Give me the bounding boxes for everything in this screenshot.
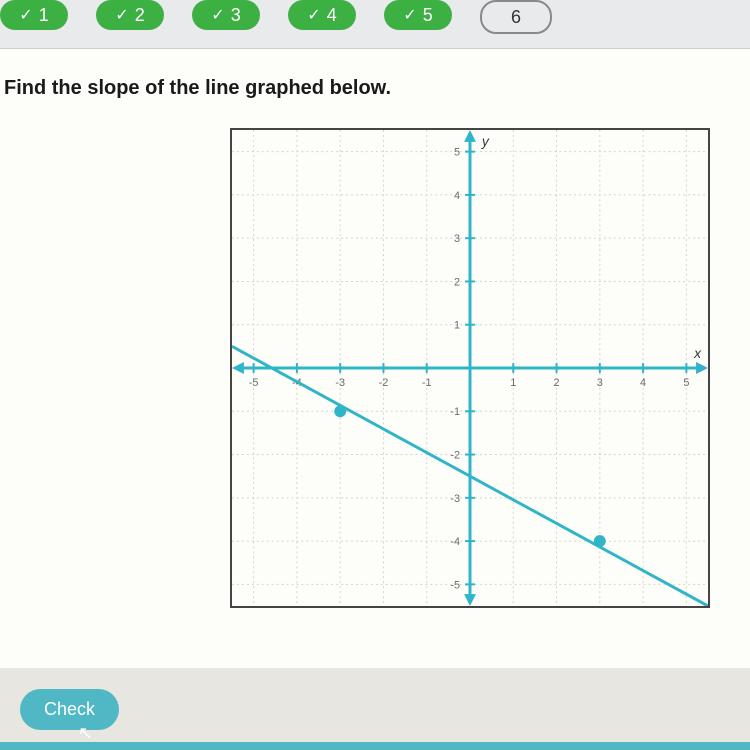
nav-tabs: ✓ 1 ✓ 2 ✓ 3 ✓ 4 ✓ 5 6 xyxy=(0,0,750,48)
check-icon: ✓ xyxy=(307,5,320,25)
nav-tab-2[interactable]: ✓ 2 xyxy=(96,0,164,30)
svg-text:1: 1 xyxy=(510,377,516,389)
tab-number: 4 xyxy=(327,5,337,26)
svg-text:-2: -2 xyxy=(379,377,389,389)
svg-text:-3: -3 xyxy=(450,493,460,505)
svg-text:-3: -3 xyxy=(335,377,345,389)
graph-svg: -5-4-3-2-112345-5-4-3-2-112345 yx xyxy=(232,130,708,606)
nav-tab-6[interactable]: 6 xyxy=(480,0,552,34)
svg-text:1: 1 xyxy=(454,320,460,332)
nav-tab-4[interactable]: ✓ 4 xyxy=(288,0,356,30)
svg-text:-4: -4 xyxy=(450,536,460,548)
check-icon: ✓ xyxy=(19,5,32,25)
svg-text:2: 2 xyxy=(454,276,460,288)
check-icon: ✓ xyxy=(403,5,416,25)
svg-text:3: 3 xyxy=(597,377,603,389)
check-button[interactable]: Check xyxy=(20,689,119,730)
check-button-label: Check xyxy=(44,699,95,719)
axes xyxy=(232,130,708,606)
svg-text:5: 5 xyxy=(683,377,689,389)
tab-number: 3 xyxy=(231,5,241,26)
svg-text:5: 5 xyxy=(454,147,460,159)
svg-text:2: 2 xyxy=(554,377,560,389)
svg-text:-2: -2 xyxy=(450,450,460,462)
tab-number: 1 xyxy=(39,5,49,26)
check-icon: ✓ xyxy=(115,5,128,25)
svg-text:3: 3 xyxy=(454,233,460,245)
svg-text:y: y xyxy=(481,133,490,149)
tab-number: 6 xyxy=(511,7,521,28)
question-text: Find the slope of the line graphed below… xyxy=(0,77,750,100)
svg-text:-5: -5 xyxy=(450,579,460,591)
svg-text:-1: -1 xyxy=(422,377,432,389)
axis-labels: yx xyxy=(481,133,702,361)
graph-box[interactable]: -5-4-3-2-112345-5-4-3-2-112345 yx xyxy=(230,128,710,608)
nav-tab-3[interactable]: ✓ 3 xyxy=(192,0,260,30)
svg-text:x: x xyxy=(693,345,702,361)
tab-number: 5 xyxy=(423,5,433,26)
check-icon: ✓ xyxy=(211,5,224,25)
svg-text:-1: -1 xyxy=(450,406,460,418)
bottom-bar xyxy=(0,742,750,750)
nav-tab-5[interactable]: ✓ 5 xyxy=(384,0,452,30)
svg-text:4: 4 xyxy=(640,377,646,389)
tab-number: 2 xyxy=(135,5,145,26)
svg-text:4: 4 xyxy=(454,190,460,202)
svg-text:-5: -5 xyxy=(249,377,259,389)
content-area: Find the slope of the line graphed below… xyxy=(0,48,750,668)
graph-container: -5-4-3-2-112345-5-4-3-2-112345 yx xyxy=(230,128,750,608)
nav-tab-1[interactable]: ✓ 1 xyxy=(0,0,68,30)
